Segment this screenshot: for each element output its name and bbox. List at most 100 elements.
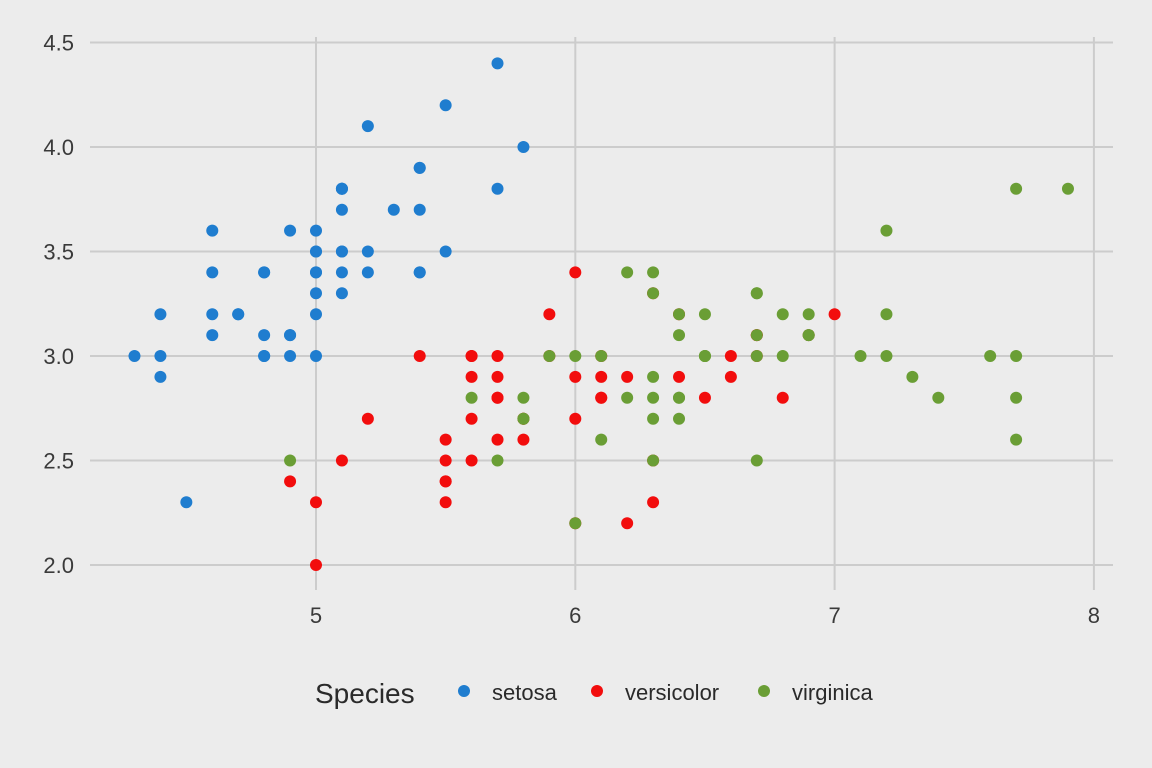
data-point-virginica — [517, 412, 530, 425]
legend-item-setosa: setosa — [458, 680, 558, 705]
data-point-setosa — [206, 224, 219, 237]
data-point-virginica — [647, 391, 660, 404]
legend-label-virginica: virginica — [792, 680, 873, 705]
data-point-virginica — [698, 308, 711, 321]
data-point-virginica — [750, 329, 763, 342]
x-tick-label: 6 — [569, 603, 581, 628]
data-point-virginica — [776, 308, 789, 321]
data-point-versicolor — [543, 308, 556, 321]
data-point-setosa — [361, 120, 374, 133]
data-point-setosa — [310, 224, 322, 237]
data-point-virginica — [802, 329, 815, 342]
data-point-versicolor — [517, 433, 530, 446]
data-point-setosa — [284, 350, 297, 362]
data-point-setosa — [258, 329, 271, 342]
y-axis-tick-labels: 2.0 2.5 3.0 3.5 4.0 4.5 — [43, 31, 74, 579]
data-point-versicolor — [647, 496, 660, 509]
data-point-versicolor — [776, 391, 789, 404]
data-point-virginica — [673, 329, 686, 342]
data-point-setosa — [361, 245, 374, 258]
legend-item-virginica: virginica — [758, 680, 873, 705]
legend: Species setosa versicolor virginica — [315, 678, 873, 709]
data-point-versicolor — [439, 433, 452, 446]
data-point-setosa — [439, 99, 452, 112]
data-point-virginica — [647, 370, 660, 383]
data-point-versicolor — [465, 350, 478, 362]
y-tick-label: 3.0 — [43, 344, 74, 369]
data-point-setosa — [310, 350, 322, 362]
data-point-setosa — [310, 266, 322, 279]
data-point-setosa — [335, 182, 348, 195]
data-point-versicolor — [621, 370, 634, 383]
data-point-setosa — [180, 496, 193, 509]
data-point-setosa — [413, 203, 426, 216]
data-point-setosa — [154, 370, 167, 383]
data-point-versicolor — [491, 433, 504, 446]
data-point-virginica — [1010, 350, 1023, 362]
data-point-setosa — [284, 224, 297, 237]
data-point-versicolor — [491, 350, 504, 362]
data-point-virginica — [1010, 182, 1023, 195]
data-point-virginica — [802, 308, 815, 321]
data-point-virginica — [647, 287, 660, 300]
data-point-setosa — [335, 203, 348, 216]
data-point-versicolor — [465, 370, 478, 383]
data-point-setosa — [284, 329, 297, 342]
data-point-versicolor — [491, 391, 504, 404]
series-virginica — [284, 182, 1074, 530]
data-point-setosa — [232, 308, 245, 321]
data-point-virginica — [621, 266, 634, 279]
data-point-setosa — [310, 287, 322, 300]
legend-marker-versicolor — [591, 685, 603, 697]
data-point-setosa — [439, 245, 452, 258]
legend-label-setosa: setosa — [492, 680, 558, 705]
data-point-versicolor — [698, 391, 711, 404]
data-point-versicolor — [595, 370, 608, 383]
data-point-versicolor — [595, 391, 608, 404]
data-point-setosa — [413, 266, 426, 279]
data-point-versicolor — [491, 370, 504, 383]
y-tick-label: 4.5 — [43, 31, 74, 56]
data-point-versicolor — [284, 475, 297, 488]
x-tick-label: 8 — [1088, 603, 1100, 628]
data-point-virginica — [595, 350, 608, 362]
data-point-versicolor — [724, 370, 737, 383]
data-point-virginica — [880, 350, 893, 362]
data-point-setosa — [258, 266, 271, 279]
data-point-versicolor — [413, 350, 426, 362]
data-point-versicolor — [828, 308, 841, 321]
data-point-versicolor — [621, 517, 634, 530]
data-point-setosa — [335, 287, 348, 300]
x-tick-label: 7 — [828, 603, 840, 628]
data-point-setosa — [128, 350, 141, 362]
data-point-virginica — [880, 224, 893, 237]
y-tick-label: 2.0 — [43, 553, 74, 578]
data-point-virginica — [621, 391, 634, 404]
data-point-versicolor — [310, 496, 322, 509]
data-point-virginica — [517, 391, 530, 404]
data-point-versicolor — [465, 412, 478, 425]
data-point-virginica — [543, 350, 556, 362]
data-point-virginica — [595, 433, 608, 446]
data-point-virginica — [1061, 182, 1074, 195]
data-point-setosa — [258, 350, 271, 362]
legend-item-versicolor: versicolor — [591, 680, 719, 705]
data-point-virginica — [698, 350, 711, 362]
data-point-versicolor — [569, 370, 582, 383]
data-point-setosa — [335, 245, 348, 258]
data-point-versicolor — [335, 454, 348, 467]
data-point-versicolor — [361, 412, 374, 425]
data-point-setosa — [206, 266, 219, 279]
data-point-virginica — [932, 391, 945, 404]
data-point-virginica — [284, 454, 297, 467]
data-point-virginica — [647, 454, 660, 467]
data-point-setosa — [154, 308, 167, 321]
data-point-virginica — [880, 308, 893, 321]
data-point-virginica — [673, 412, 686, 425]
data-point-setosa — [361, 266, 374, 279]
data-point-setosa — [491, 57, 504, 70]
data-point-setosa — [517, 141, 530, 153]
data-point-virginica — [465, 391, 478, 404]
data-point-setosa — [413, 161, 426, 174]
